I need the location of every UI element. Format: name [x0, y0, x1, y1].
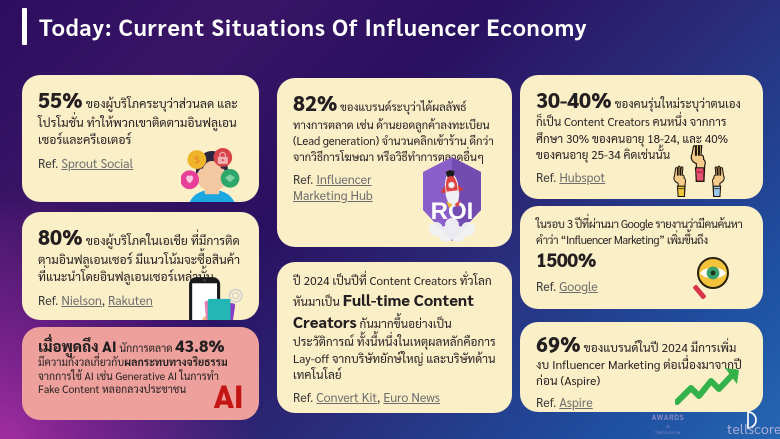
svg-text:$: $	[194, 153, 200, 166]
